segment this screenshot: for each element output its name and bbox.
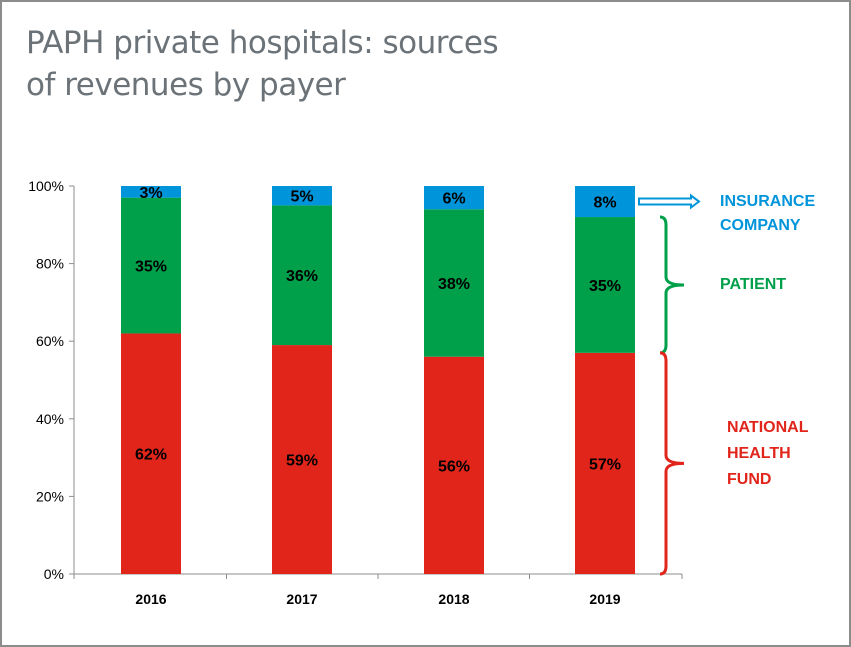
bar-segment <box>424 356 484 574</box>
y-tick-label: 20% <box>36 488 64 504</box>
bar-segment <box>272 205 332 346</box>
x-tick-label: 2016 <box>135 591 166 607</box>
data-label: 5% <box>290 189 313 206</box>
data-label: 3% <box>139 185 162 202</box>
bar-segment <box>121 333 181 574</box>
data-label: 8% <box>593 195 616 212</box>
title-line-2: of revenues by payer <box>26 67 346 103</box>
annotation-national-health-fund: FUND <box>727 471 771 488</box>
arrow-icon <box>638 193 701 210</box>
data-label: 36% <box>286 268 318 285</box>
bar-segment <box>575 352 635 574</box>
data-label: 59% <box>286 453 318 470</box>
page-title: PAPH private hospitals: sources of reven… <box>26 22 586 106</box>
annotation-national-health-fund: NATIONAL <box>727 419 809 436</box>
y-tick-label: 60% <box>36 333 64 349</box>
bar-segment <box>424 186 484 210</box>
data-label: 57% <box>589 456 621 473</box>
y-tick-label: 80% <box>36 256 64 272</box>
bar-segment <box>575 217 635 353</box>
x-tick-label: 2017 <box>286 591 317 607</box>
bar-segment <box>272 186 332 206</box>
data-label: 62% <box>135 447 167 464</box>
bar-segment <box>121 186 181 198</box>
data-label: 38% <box>438 276 470 293</box>
bar-segment <box>121 197 181 334</box>
annotation-national-health-fund: HEALTH <box>727 445 791 462</box>
data-label: 35% <box>135 259 167 276</box>
x-tick-label: 2018 <box>438 591 469 607</box>
annotation-insurance-company: INSURANCE <box>720 193 815 210</box>
annotation-patient: PATIENT <box>720 276 786 293</box>
title-line-1: PAPH private hospitals: sources <box>26 25 499 61</box>
data-label: 35% <box>589 278 621 295</box>
bar-segment <box>575 186 635 218</box>
data-label: 56% <box>438 458 470 475</box>
y-tick-label: 40% <box>36 411 64 427</box>
patient-brace-icon <box>659 215 685 355</box>
bar-segment <box>272 345 332 574</box>
annotation-insurance-company: COMPANY <box>720 217 801 234</box>
y-tick-label: 100% <box>28 178 64 194</box>
data-label: 6% <box>442 191 465 208</box>
bar-segment <box>424 209 484 357</box>
x-tick-label: 2019 <box>589 591 620 607</box>
national-brace-icon <box>659 351 685 576</box>
y-tick-label: 0% <box>44 566 64 582</box>
